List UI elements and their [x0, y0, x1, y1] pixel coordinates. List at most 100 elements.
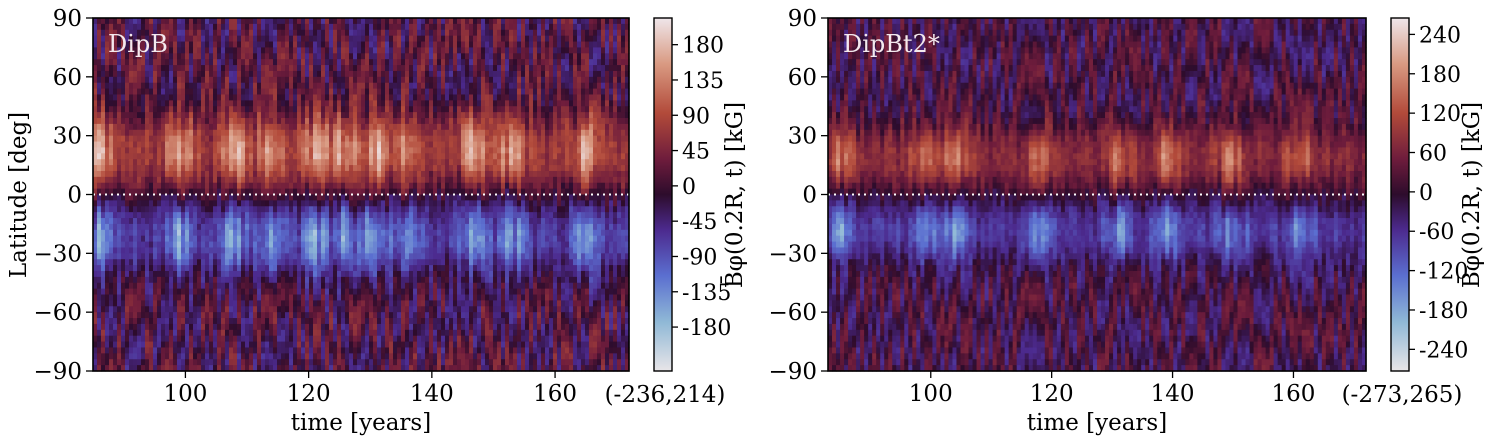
heatmap-cell: [313, 100, 318, 107]
heatmap-cell: [285, 347, 290, 354]
heatmap-cell: [101, 341, 106, 349]
heatmap-cell: [333, 253, 338, 260]
heatmap-cell: [317, 176, 322, 184]
heatmap-cell: [141, 88, 146, 96]
heatmap-cell: [381, 159, 386, 166]
heatmap-cell: [373, 147, 378, 154]
heatmap-cell: [265, 359, 270, 366]
heatmap-cell: [417, 276, 422, 284]
heatmap-cell: [261, 323, 266, 331]
heatmap-cell: [373, 53, 378, 60]
heatmap-cell: [101, 94, 106, 101]
heatmap-cell: [361, 306, 366, 313]
heatmap-cell: [109, 94, 114, 101]
heatmap-cell: [189, 76, 194, 84]
heatmap-cell: [209, 76, 214, 84]
heatmap-cell: [149, 188, 154, 196]
heatmap-cell: [289, 100, 294, 107]
heatmap-cell: [417, 129, 422, 137]
heatmap-cell: [161, 353, 166, 360]
heatmap-cell: [173, 229, 178, 237]
heatmap-cell: [393, 29, 398, 37]
heatmap-cell: [273, 53, 278, 60]
heatmap-cell: [349, 47, 354, 54]
heatmap-cell: [317, 53, 322, 60]
heatmap-cell: [141, 135, 146, 143]
heatmap-cell: [317, 59, 322, 66]
heatmap-cell: [93, 241, 98, 249]
heatmap-cell: [121, 294, 126, 301]
heatmap-cell: [257, 212, 262, 219]
heatmap-cell: [249, 35, 254, 43]
heatmap-cell: [417, 176, 422, 184]
heatmap-cell: [421, 129, 426, 137]
heatmap-cell: [285, 212, 290, 219]
heatmap-cell: [337, 18, 342, 25]
heatmap-cell: [337, 129, 342, 137]
heatmap-cell: [173, 265, 178, 272]
heatmap-cell: [173, 335, 178, 343]
heatmap-cell: [265, 182, 270, 190]
heatmap-cell: [361, 82, 366, 90]
heatmap-cell: [161, 123, 166, 131]
heatmap-cell: [269, 182, 274, 190]
heatmap-cell: [241, 218, 246, 225]
heatmap-cell: [413, 159, 418, 166]
heatmap-cell: [341, 182, 346, 190]
heatmap-cell: [401, 147, 406, 154]
heatmap-cell: [265, 323, 270, 331]
heatmap-cell: [289, 59, 294, 66]
heatmap-cell: [181, 129, 186, 137]
heatmap-cell: [397, 306, 402, 313]
heatmap-cell: [357, 276, 362, 284]
heatmap-cell: [321, 306, 326, 313]
heatmap-cell: [321, 165, 326, 172]
heatmap-cell: [381, 123, 386, 131]
heatmap-cell: [337, 229, 342, 237]
heatmap-cell: [193, 306, 198, 313]
heatmap-cell: [369, 341, 374, 349]
heatmap-cell: [145, 94, 150, 101]
heatmap-cell: [385, 47, 390, 54]
heatmap-cell: [253, 206, 258, 213]
heatmap-cell: [169, 65, 174, 72]
heatmap-cell: [225, 65, 230, 72]
heatmap-cell: [257, 241, 262, 249]
heatmap-cell: [113, 106, 118, 113]
heatmap-cell: [405, 306, 410, 313]
heatmap-cell: [281, 182, 286, 190]
heatmap-cell: [425, 65, 430, 72]
heatmap-cell: [353, 182, 358, 190]
heatmap-cell: [313, 29, 318, 37]
heatmap-cell: [181, 188, 186, 196]
heatmap-cell: [345, 229, 350, 237]
heatmap-cell: [145, 135, 150, 143]
heatmap-cell: [345, 306, 350, 313]
heatmap-cell: [257, 100, 262, 107]
heatmap-cell: [229, 335, 234, 343]
heatmap-cell: [173, 218, 178, 225]
heatmap-cell: [373, 106, 378, 113]
heatmap-cell: [137, 335, 142, 343]
heatmap-cell: [357, 218, 362, 225]
heatmap-cell: [181, 229, 186, 237]
heatmap-cell: [101, 300, 106, 307]
heatmap-cell: [277, 147, 282, 154]
heatmap-cell: [105, 347, 110, 354]
heatmap-cell: [313, 353, 318, 360]
heatmap-cell: [117, 300, 122, 307]
heatmap-cell: [205, 123, 210, 131]
heatmap-cell: [225, 176, 230, 184]
heatmap-cell: [209, 118, 214, 125]
heatmap-cell: [269, 159, 274, 166]
heatmap-cell: [261, 47, 266, 54]
heatmap-cell: [361, 265, 366, 272]
heatmap-cell: [337, 29, 342, 37]
heatmap-cell: [353, 341, 358, 349]
heatmap-cell: [177, 153, 182, 160]
heatmap-cell: [349, 123, 354, 131]
heatmap-cell: [205, 141, 210, 149]
heatmap-cell: [281, 65, 286, 72]
heatmap-cell: [373, 247, 378, 254]
heatmap-cell: [109, 282, 114, 290]
